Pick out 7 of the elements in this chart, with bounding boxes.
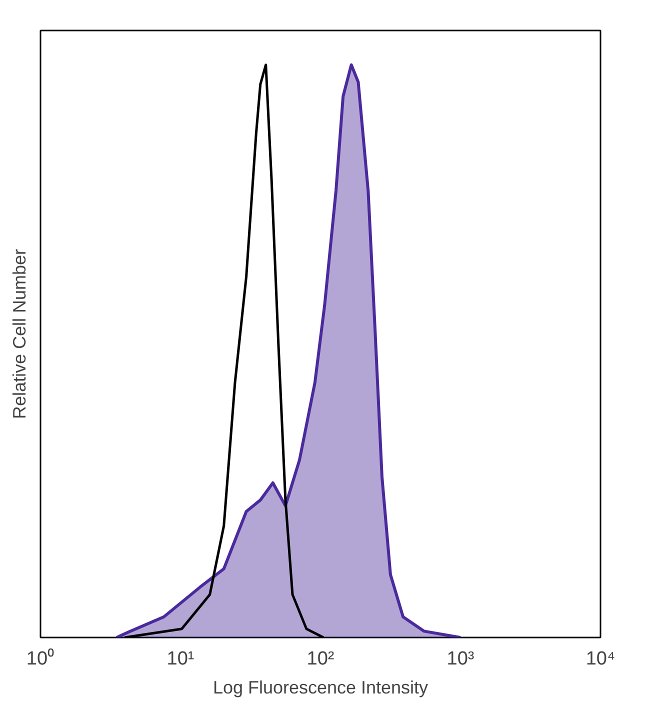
x-axis-title: Log Fluorescence Intensity [212, 678, 428, 698]
x-tick-label: 10⁴ [586, 648, 616, 670]
x-tick-label: 10² [306, 648, 334, 670]
x-tick-label: 10¹ [166, 648, 194, 670]
x-tick-label: 10⁰ [26, 648, 55, 670]
y-axis-title: Relative Cell Number [10, 248, 30, 420]
x-tick-label: 10³ [446, 648, 474, 670]
